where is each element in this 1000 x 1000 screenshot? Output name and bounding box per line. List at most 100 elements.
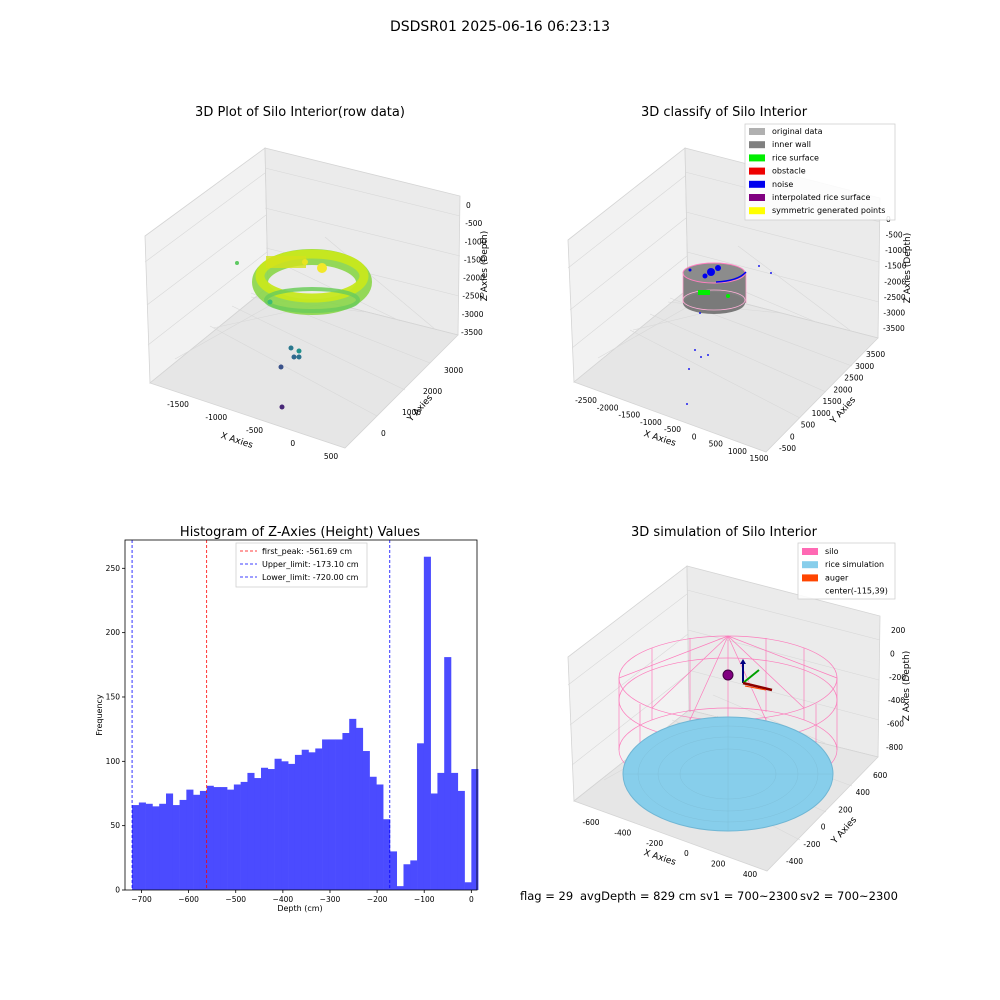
histogram-bar-23 xyxy=(288,763,296,890)
histogram-bar-21 xyxy=(274,758,282,890)
classify-x-tick-1: -2000 xyxy=(597,403,619,412)
histogram-bar-39 xyxy=(396,886,404,890)
sim-z-ticks: 200 0 -200 -400 -600 -800 xyxy=(886,626,906,752)
footer-sv1: sv1 = 700~2300 xyxy=(700,889,798,903)
footer-sv2: sv2 = 700~2300 xyxy=(800,889,898,903)
histogram-y-tick-1: 50 xyxy=(110,821,120,830)
classify-legend-swatch-3 xyxy=(749,167,765,175)
classify-z-tick-3: -1500 xyxy=(885,262,907,271)
histogram-bar-10 xyxy=(199,790,208,890)
classify-z-tick-5: -2500 xyxy=(884,293,906,302)
sim-y-tick-2: 0 xyxy=(821,823,826,832)
raw-z-ticks: 0 -500 -1000 -1500 -2000 -2500 -3000 -3500 xyxy=(461,201,487,337)
sim-x-tick-0: -600 xyxy=(582,818,599,827)
raw-z-axis-label: Z Axies (Depth) xyxy=(480,231,490,302)
histogram-bar-32 xyxy=(349,718,357,890)
classify-legend-swatch-1 xyxy=(749,141,765,149)
histogram-y-tick-3: 150 xyxy=(106,692,121,701)
footer-flag: flag = 29 xyxy=(520,889,573,903)
sim-legend-label-0: silo xyxy=(825,547,839,556)
histogram-bar-18 xyxy=(254,778,262,890)
figure-suptitle: DSDSR01 2025-06-16 06:23:13 xyxy=(390,19,610,35)
histogram-bar-45 xyxy=(437,772,445,890)
classify-x-tick-2: -1500 xyxy=(618,411,640,420)
classify-legend-swatch-6 xyxy=(749,207,765,215)
sim-x-tick-1: -400 xyxy=(614,828,631,837)
sim-z-axis-label: Z Axies (Depth) xyxy=(902,651,912,722)
histogram-x-axis-label: Depth (cm) xyxy=(277,904,322,913)
classify-z-tick-1: -500 xyxy=(886,231,903,240)
raw-y-tick-2: 2000 xyxy=(423,387,442,396)
sim-legend-label-1: rice simulation xyxy=(825,560,884,569)
raw-y-tick-0: 0 xyxy=(381,429,386,438)
histogram-legend-frame xyxy=(235,542,368,588)
classify-y-tick-0: -500 xyxy=(779,444,796,453)
sim-rice-surface xyxy=(622,716,834,832)
histogram-bar-9 xyxy=(193,794,201,890)
raw-floor xyxy=(149,286,459,449)
histogram-bar-29 xyxy=(328,739,336,890)
histogram-bar-8 xyxy=(186,789,194,890)
histogram-x-tick-2: −500 xyxy=(225,895,246,904)
sim-x-tick-5: 400 xyxy=(743,870,758,879)
classify-legend-entries: original data inner wall rice surface obsta… xyxy=(749,127,885,215)
sim-legend-label-3: center(-115,39) xyxy=(825,587,888,596)
sim-y-tick-1: -200 xyxy=(803,840,820,849)
raw-x-ticks: -1500 -1000 -500 0 500 xyxy=(167,400,338,461)
histogram-bar-42 xyxy=(417,743,425,890)
classify-legend-label-3: obstacle xyxy=(772,167,806,176)
classify-y-tick-6: 2500 xyxy=(844,374,863,383)
raw-y-tick-1: 1000 xyxy=(402,408,421,417)
histogram-y-tick-0: 0 xyxy=(115,886,120,895)
classify-legend-label-2: rice surface xyxy=(772,153,819,162)
raw-z-tick-4: -2000 xyxy=(463,274,485,283)
classify-x-tick-4: -500 xyxy=(664,425,681,434)
histogram-bar-7 xyxy=(179,799,187,890)
histogram-legend-label-1: Upper_limit: -173.10 cm xyxy=(262,560,359,569)
histogram-bar-49 xyxy=(464,882,472,890)
raw-z-tick-3: -1500 xyxy=(464,255,486,264)
panel-simulation-3d: 3D simulation of Silo Interior xyxy=(567,525,912,879)
classify-x-tick-7: 1000 xyxy=(728,447,747,456)
histogram-bar-4 xyxy=(159,803,167,890)
classify-legend-swatch-0 xyxy=(749,128,765,135)
histogram-bar-22 xyxy=(281,761,289,890)
histogram-bar-41 xyxy=(410,860,418,890)
histogram-legend: first_peak: -561.69 cm Upper_limit: -173.… xyxy=(235,542,368,588)
simulation-panel-title: 3D simulation of Silo Interior xyxy=(631,525,818,540)
classify-legend-frame xyxy=(744,123,896,221)
classify-y-tick-3: 1000 xyxy=(812,409,831,418)
histogram-bar-15 xyxy=(233,784,241,890)
raw-z-tick-5: -2500 xyxy=(462,292,484,301)
histogram-bar-26 xyxy=(308,752,316,890)
histogram-bar-5 xyxy=(166,793,174,890)
histogram-bar-46 xyxy=(444,657,452,890)
classify-z-tick-4: -2000 xyxy=(884,277,906,286)
histogram-bar-25 xyxy=(301,749,309,890)
classify-z-tick-7: -3500 xyxy=(883,324,905,333)
histogram-x-ticks: −700 −600 −500 −400 −300 −200 −100 0 xyxy=(131,890,474,904)
raw-outlier-points xyxy=(235,261,302,410)
sim-y-axis-label: Y Axies xyxy=(829,815,859,847)
histogram-bar-40 xyxy=(403,864,411,890)
raw-panel-title: 3D Plot of Silo Interior(row data) xyxy=(195,105,405,120)
sim-y-tick-4: 400 xyxy=(856,788,871,797)
sim-y-tick-0: -400 xyxy=(786,857,803,866)
raw-x-tick-0: -1500 xyxy=(167,400,189,409)
histogram-bar-20 xyxy=(267,769,275,890)
histogram-bar-11 xyxy=(206,785,214,890)
histogram-bar-44 xyxy=(430,793,438,890)
histogram-bar-43 xyxy=(423,556,431,890)
histogram-bar-33 xyxy=(355,727,364,890)
classify-x-tick-6: 500 xyxy=(709,440,724,449)
panel-histogram: Histogram of Z-Axies (Height) Values −70… xyxy=(95,525,479,913)
histogram-bar-27 xyxy=(315,748,323,890)
sim-z-tick-3: -400 xyxy=(888,696,905,705)
classify-silo-cylinder xyxy=(682,262,747,314)
sim-x-axis-label: X Axies xyxy=(642,848,677,868)
classify-z-axis-label: Z Axies (Depth) xyxy=(903,233,913,304)
sim-z-tick-2: -200 xyxy=(889,673,906,682)
